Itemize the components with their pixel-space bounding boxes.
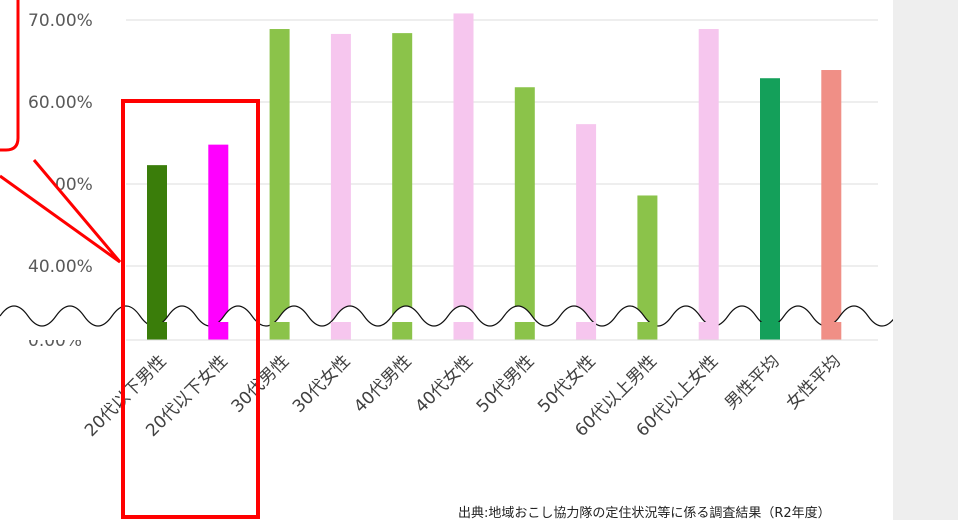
- callout-bubble-edge: [0, 0, 20, 152]
- bar-base: [269, 322, 290, 340]
- bar: [392, 33, 413, 341]
- bar: [269, 29, 290, 341]
- bar: [453, 13, 474, 340]
- x-tick-label: 50代男性: [473, 351, 539, 417]
- bar: [147, 165, 167, 340]
- bar: [330, 33, 351, 340]
- y-tick-label: 70.00%: [28, 11, 93, 31]
- bar-base: [821, 322, 842, 340]
- bar-base: [453, 322, 474, 340]
- bar-base: [760, 322, 780, 340]
- axis-break-line: [0, 305, 958, 327]
- bar-base: [147, 322, 167, 340]
- bar: [514, 87, 535, 341]
- source-note: 出典:地域おこし協力隊の定住状況等に係る調査結果（R2年度）: [458, 506, 831, 521]
- axis-break-mask: [0, 306, 958, 340]
- bar: [698, 29, 719, 341]
- bar: [637, 195, 658, 340]
- x-tick-label: 30代男性: [228, 351, 294, 417]
- bar: [821, 70, 842, 341]
- bar-base: [392, 322, 413, 340]
- bar-base: [208, 322, 229, 340]
- bar-base: [330, 322, 351, 340]
- callout-pointer: [0, 159, 122, 264]
- bar-base: [576, 322, 597, 340]
- x-tick-label: 40代男性: [350, 351, 416, 417]
- x-tick-label: 女性平均: [783, 351, 845, 413]
- bar: [576, 124, 597, 340]
- bar-base: [514, 322, 535, 340]
- highlight-box: [121, 99, 260, 519]
- x-tick-label: 40代女性: [412, 351, 478, 417]
- side-panel: [893, 0, 958, 520]
- y-tick-label: 40.00%: [28, 257, 93, 277]
- x-tick-label: 男性平均: [721, 351, 783, 413]
- x-tick-label: 30代女性: [289, 351, 355, 417]
- bar: [208, 144, 229, 340]
- bar: [760, 78, 780, 340]
- bar-base: [698, 322, 719, 340]
- y-tick-label: 60.00%: [28, 93, 93, 113]
- bar-base: [637, 322, 658, 340]
